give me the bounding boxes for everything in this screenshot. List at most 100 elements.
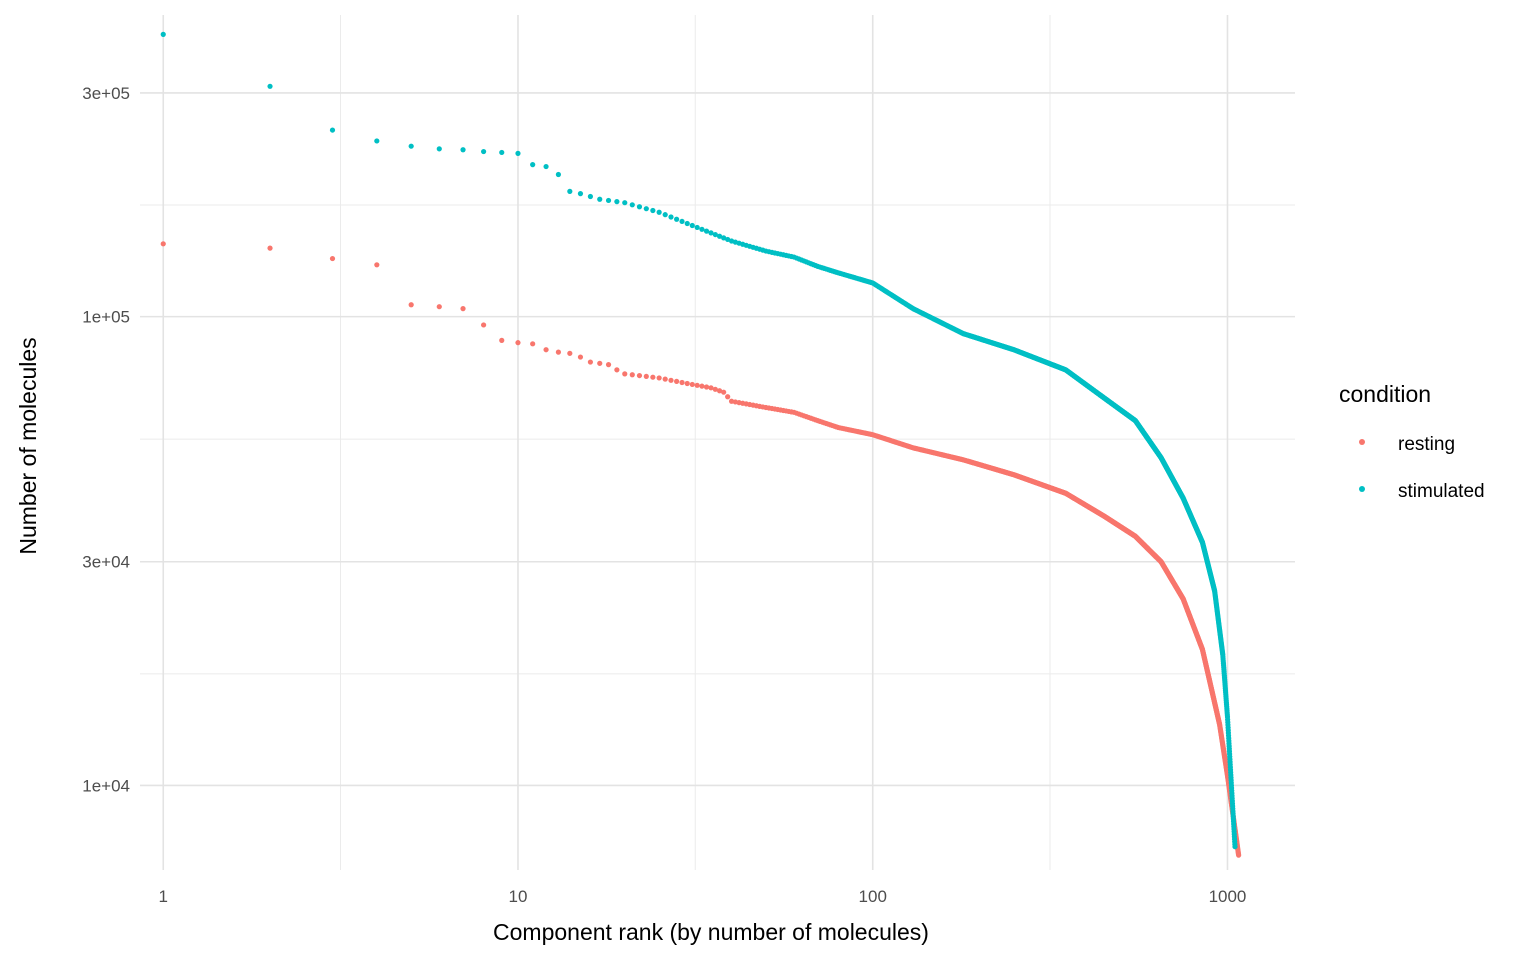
- point-resting: [708, 385, 714, 391]
- legend: condition resting stimulated: [1339, 381, 1485, 502]
- point-resting: [614, 367, 620, 373]
- point-stimulated: [708, 230, 714, 236]
- point-stimulated: [543, 163, 549, 170]
- point-resting: [721, 389, 727, 395]
- point-stimulated: [481, 148, 487, 155]
- point-resting: [694, 382, 700, 388]
- point-resting: [605, 362, 612, 368]
- point-resting: [674, 378, 680, 384]
- point-stimulated: [460, 147, 466, 153]
- point-stimulated: [712, 231, 718, 238]
- y-tick-label: 3e+04: [82, 553, 130, 572]
- point-resting: [656, 375, 662, 381]
- point-stimulated: [614, 199, 620, 205]
- legend-key-resting: [1359, 439, 1365, 445]
- point-stimulated: [694, 224, 700, 231]
- point-stimulated: [636, 204, 643, 210]
- point-resting: [530, 341, 536, 347]
- point-stimulated: [408, 143, 414, 149]
- point-stimulated: [622, 200, 628, 206]
- point-stimulated: [530, 162, 536, 168]
- point-stimulated: [267, 83, 273, 89]
- point-resting: [622, 371, 628, 377]
- point-resting: [643, 373, 649, 380]
- point-resting: [408, 302, 414, 308]
- point-stimulated: [567, 188, 573, 194]
- grid-minor-lines: [140, 15, 1295, 870]
- point-resting: [515, 340, 521, 346]
- point-resting: [555, 349, 562, 355]
- point-stimulated: [716, 233, 723, 239]
- point-stimulated: [629, 202, 635, 208]
- point-resting: [577, 354, 584, 360]
- point-stimulated: [668, 214, 674, 220]
- legend-key-stimulated: [1359, 486, 1365, 492]
- point-stimulated: [329, 127, 336, 133]
- point-resting: [668, 377, 674, 383]
- point-stimulated: [374, 138, 380, 144]
- x-tick-label: 1000: [1209, 887, 1247, 906]
- x-axis-tick-labels: 1 10 100 1000: [159, 887, 1247, 906]
- point-resting: [567, 350, 573, 356]
- point-resting: [329, 255, 336, 262]
- point-resting: [160, 241, 166, 247]
- point-stimulated: [689, 222, 695, 229]
- y-tick-label: 1e+05: [82, 308, 130, 327]
- point-resting: [1236, 852, 1242, 858]
- point-stimulated: [650, 207, 656, 214]
- point-resting: [481, 322, 487, 328]
- grid-major-lines: [140, 15, 1295, 870]
- point-resting: [460, 306, 466, 312]
- point-stimulated: [577, 191, 584, 197]
- point-stimulated: [725, 236, 731, 243]
- point-resting: [267, 245, 273, 251]
- point-stimulated: [656, 209, 662, 215]
- point-stimulated: [1232, 844, 1238, 850]
- point-resting: [629, 372, 635, 378]
- point-resting: [689, 381, 695, 388]
- point-stimulated: [160, 31, 166, 37]
- point-stimulated: [721, 235, 727, 241]
- legend-title: condition: [1339, 381, 1431, 407]
- point-resting: [597, 360, 603, 366]
- y-axis-tick-labels: 1e+04 3e+04 1e+05 3e+05: [82, 84, 130, 795]
- x-tick-label: 100: [859, 887, 887, 906]
- point-stimulated: [674, 216, 680, 222]
- y-tick-label: 3e+05: [82, 84, 130, 103]
- point-stimulated: [436, 146, 442, 152]
- legend-label-resting: resting: [1398, 434, 1455, 455]
- point-stimulated: [703, 228, 710, 234]
- point-resting: [587, 359, 594, 365]
- point-stimulated: [643, 206, 649, 212]
- point-resting: [699, 383, 705, 389]
- x-tick-label: 1: [159, 887, 168, 906]
- point-stimulated: [555, 171, 562, 178]
- point-resting: [703, 384, 710, 390]
- x-tick-label: 10: [509, 887, 528, 906]
- point-resting: [650, 374, 656, 380]
- y-axis-title: Number of molecules: [15, 337, 41, 554]
- point-resting: [543, 347, 549, 353]
- point-stimulated: [684, 220, 690, 227]
- point-stimulated: [597, 196, 603, 202]
- point-resting: [636, 372, 643, 379]
- point-stimulated: [662, 212, 668, 218]
- x-axis-title: Component rank (by number of molecules): [493, 919, 929, 945]
- point-resting: [436, 304, 442, 310]
- point-stimulated: [499, 149, 505, 156]
- point-resting: [684, 380, 690, 387]
- point-resting: [499, 337, 505, 343]
- y-tick-label: 1e+04: [82, 776, 130, 795]
- data-points: [160, 31, 1242, 858]
- point-stimulated: [587, 193, 594, 200]
- point-stimulated: [699, 226, 705, 232]
- point-resting: [374, 262, 380, 268]
- point-resting: [716, 388, 723, 394]
- point-resting: [662, 376, 668, 382]
- legend-label-stimulated: stimulated: [1398, 481, 1485, 502]
- point-stimulated: [679, 218, 685, 225]
- point-resting: [725, 394, 731, 400]
- point-stimulated: [515, 150, 521, 156]
- point-stimulated: [605, 197, 612, 204]
